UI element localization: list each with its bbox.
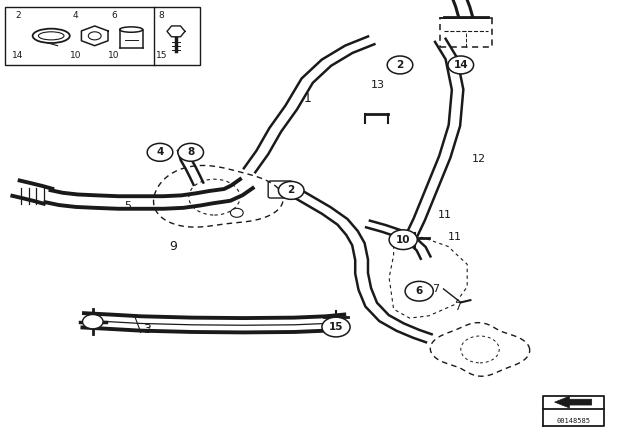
Text: 10: 10 <box>70 52 81 60</box>
Text: 7: 7 <box>454 302 461 312</box>
Text: 00148585: 00148585 <box>556 418 590 424</box>
Text: 10: 10 <box>396 235 410 245</box>
Circle shape <box>178 143 204 161</box>
Text: 4: 4 <box>156 147 164 157</box>
Text: 5: 5 <box>125 201 131 211</box>
Text: 8: 8 <box>159 11 164 20</box>
Circle shape <box>405 281 433 301</box>
Text: 4: 4 <box>73 11 78 20</box>
Text: 9: 9 <box>169 240 177 253</box>
Text: 15: 15 <box>329 322 343 332</box>
Text: 2: 2 <box>396 60 404 70</box>
Text: 11: 11 <box>438 210 452 220</box>
Text: 3: 3 <box>143 323 151 336</box>
Text: 8: 8 <box>187 147 195 157</box>
Circle shape <box>389 230 417 250</box>
Circle shape <box>387 56 413 74</box>
Text: 14: 14 <box>454 60 468 70</box>
Text: 6: 6 <box>415 286 423 296</box>
Text: 2: 2 <box>287 185 295 195</box>
Text: 12: 12 <box>472 154 486 164</box>
Text: 15: 15 <box>156 52 167 60</box>
Text: 2: 2 <box>15 11 20 20</box>
Text: 10: 10 <box>108 52 120 60</box>
Text: 14: 14 <box>12 52 24 60</box>
Circle shape <box>448 56 474 74</box>
Polygon shape <box>554 396 591 408</box>
Text: 1: 1 <box>303 92 311 105</box>
Circle shape <box>83 314 103 329</box>
Text: 6: 6 <box>111 11 116 20</box>
Text: 13: 13 <box>371 80 385 90</box>
Text: 11: 11 <box>447 233 461 242</box>
Circle shape <box>322 317 350 337</box>
Circle shape <box>147 143 173 161</box>
Text: 7: 7 <box>431 284 439 294</box>
Circle shape <box>278 181 304 199</box>
